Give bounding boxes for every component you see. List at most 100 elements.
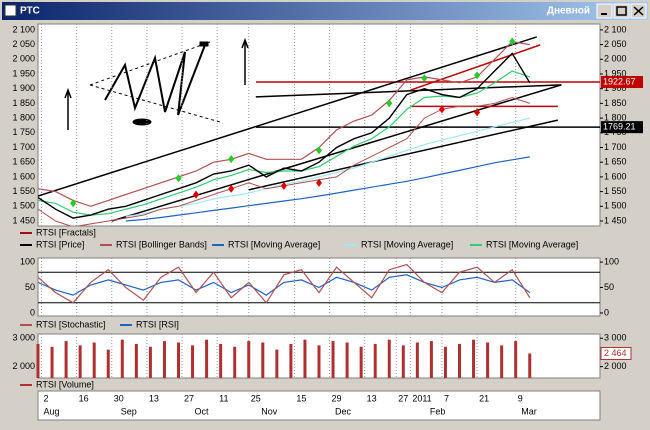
volume-bar [331, 341, 335, 378]
volume-bar [162, 341, 166, 378]
month-label: Dec [335, 406, 352, 416]
volume-bar [134, 343, 138, 378]
fractal-marker [509, 37, 516, 46]
date-tick-label: 30 [114, 393, 124, 403]
volume-bar [205, 339, 209, 378]
fractal-marker [316, 146, 322, 155]
fractal-marker [228, 184, 235, 193]
y-tick-label: 2 100 [12, 24, 35, 34]
y-tick-label-right: 1 700 [604, 142, 627, 152]
volume-bar [303, 339, 307, 378]
volume-bar [106, 349, 110, 378]
date-tick-label: 29 [332, 393, 342, 403]
volume-bar [64, 341, 68, 378]
y-tick-label: 2 000 [12, 54, 35, 64]
legend-label: RTSI [Moving Average] [228, 239, 320, 249]
date-tick-label: 15 [296, 393, 306, 403]
legend-label: RTSI [Fractals] [36, 227, 96, 237]
fractal-marker [175, 174, 182, 183]
volume-bar [415, 342, 419, 378]
sketch-zigzag [104, 44, 206, 116]
trend-line [38, 36, 538, 197]
level-label-box [601, 121, 643, 134]
y-tick-label-right: 1 650 [604, 157, 627, 167]
y-tick-label: 1 600 [12, 171, 35, 181]
y-tick-label: 1 700 [12, 142, 35, 152]
month-label: Aug [44, 406, 60, 416]
y-tick-label-right: 1 450 [604, 215, 627, 225]
y-tick-label-right: 1 950 [604, 68, 627, 78]
volume-bar [486, 342, 490, 378]
fractal-marker [316, 178, 322, 187]
sketch-arrows [64, 37, 249, 130]
y-tick-label-right: 1 800 [604, 112, 627, 122]
y-tick-label-right: 50 [604, 282, 614, 292]
y-tick-label: 1 650 [12, 157, 35, 167]
y-tick-label: 1 950 [12, 68, 35, 78]
y-tick-label: 1 750 [12, 127, 35, 137]
legend-label: RTSI [Stochastic] [36, 319, 105, 329]
fractal-marker [438, 105, 445, 114]
volume-bar [443, 346, 447, 378]
y-tick-label: 1 800 [12, 112, 35, 122]
current-value-label: 2 464 [604, 348, 627, 358]
volume-bar [401, 345, 405, 378]
y-tick-label: 1 550 [12, 186, 35, 196]
minimize-button[interactable] [596, 3, 613, 19]
date-axis [37, 390, 601, 421]
trend-line [248, 119, 559, 191]
y-tick-label-right: 1 850 [604, 98, 627, 108]
window-title: РТС [20, 6, 40, 17]
y-tick-label: 1 500 [12, 201, 35, 211]
level-label-box [601, 76, 643, 89]
volume-bar [472, 339, 476, 378]
volume-bar [191, 345, 195, 378]
y-tick-label-right: 0 [604, 307, 609, 317]
month-label: Mar [521, 406, 537, 416]
sketch [64, 37, 249, 130]
legend-label: RTSI [Price] [36, 239, 84, 249]
timeframe: Дневной [547, 6, 590, 17]
maximize-icon [616, 6, 627, 16]
volume-bar [148, 346, 152, 378]
trend-line [111, 84, 562, 222]
volume-bar [275, 349, 279, 378]
y-tick-label: 1 450 [12, 215, 35, 225]
date-tick-label: 27 [398, 393, 408, 403]
series-line [125, 117, 530, 218]
fractal-marker [474, 108, 481, 117]
date-tick-label: 13 [367, 393, 377, 403]
fractal-marker [70, 199, 77, 208]
date-tick-label: 13 [149, 393, 159, 403]
level-label: 1769.21 [603, 122, 636, 132]
trend-line [255, 84, 562, 98]
volume-bar [92, 342, 96, 378]
legend-label: RTSI [RSI] [136, 319, 179, 329]
y-tick-label: 50 [25, 282, 35, 292]
y-tick-label: 3 000 [12, 333, 35, 343]
month-label: Sep [121, 406, 137, 416]
title-bar [2, 2, 648, 20]
y-tick-label: 2 050 [12, 39, 35, 49]
volume-bar [514, 341, 518, 378]
volume-bar [289, 343, 293, 378]
y-tick-label: 1 900 [12, 83, 35, 93]
volume-bar [429, 341, 433, 378]
y-tick-label-right: 1 500 [604, 201, 627, 211]
month-label: Nov [261, 406, 278, 416]
date-tick-label: 7 [444, 393, 449, 403]
volume-bar [373, 343, 377, 378]
volume-bar [36, 343, 40, 378]
volume-bar [317, 345, 321, 378]
y-tick-label: 1 850 [12, 98, 35, 108]
date-tick-label: 27 [184, 393, 194, 403]
date-tick-label: 25 [251, 393, 261, 403]
y-tick-label-right: 1 600 [604, 171, 627, 181]
series-line [38, 52, 531, 219]
legend-label: RTSI [Bollinger Bands] [116, 239, 207, 249]
sketch-dog [132, 118, 152, 126]
fractal-marker [193, 190, 200, 199]
y-tick-label-right: 1 900 [604, 83, 627, 93]
volume-bar [261, 342, 265, 378]
date-tick-label: 11 [219, 393, 228, 403]
